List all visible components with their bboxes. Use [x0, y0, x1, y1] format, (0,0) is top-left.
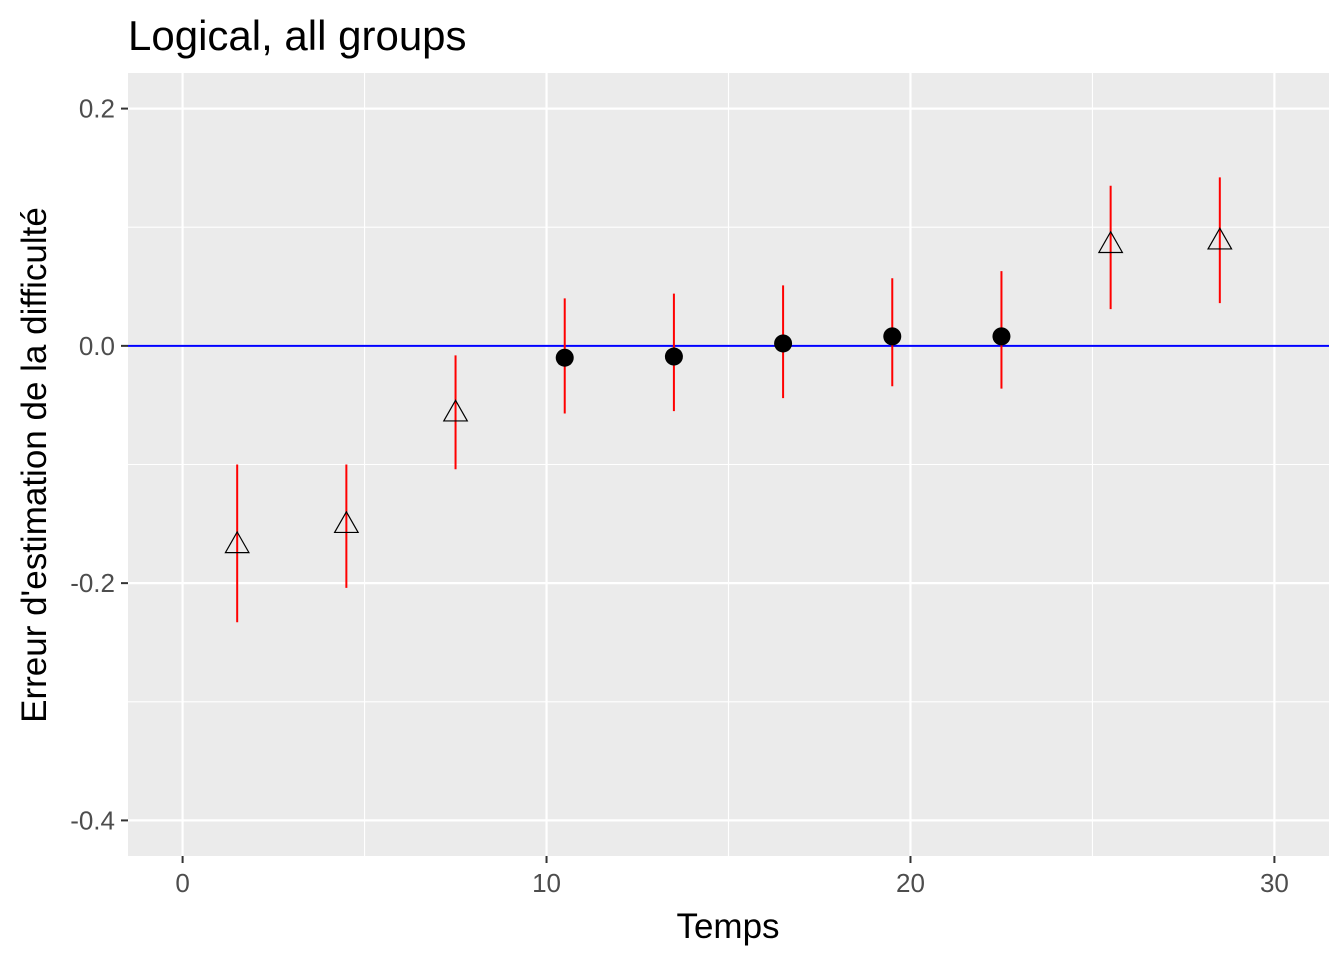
chart-title: Logical, all groups — [128, 12, 467, 59]
data-point-circle — [664, 347, 683, 366]
y-tick-label: -0.2 — [70, 568, 115, 598]
data-point-triangle — [1097, 230, 1124, 254]
data-point-circle — [883, 327, 902, 346]
y-tick-label: 0.0 — [79, 331, 115, 361]
y-tick-label: 0.2 — [79, 94, 115, 124]
x-tick-label: 0 — [175, 868, 189, 898]
x-axis-title: Temps — [676, 907, 779, 946]
x-tick-label: 30 — [1260, 868, 1289, 898]
x-tick-label: 20 — [896, 868, 925, 898]
y-axis-ticks: -0.4 -0.2 0.0 0.2 — [70, 94, 128, 835]
y-axis-title: Erreur d'estimation de la difficulté — [15, 207, 54, 723]
data-point-triangle — [1207, 227, 1233, 250]
data-point-circle — [555, 348, 574, 367]
data-point-triangle — [224, 530, 250, 554]
data-point-circle — [992, 327, 1011, 346]
y-tick-label: -0.4 — [70, 805, 115, 835]
data-point-triangle — [333, 510, 360, 534]
data-point-circle — [774, 334, 793, 353]
x-tick-label: 10 — [532, 868, 561, 898]
data-point-triangle — [442, 399, 469, 422]
data-points — [224, 227, 1233, 554]
x-axis-ticks: 0 10 20 30 — [175, 856, 1289, 898]
